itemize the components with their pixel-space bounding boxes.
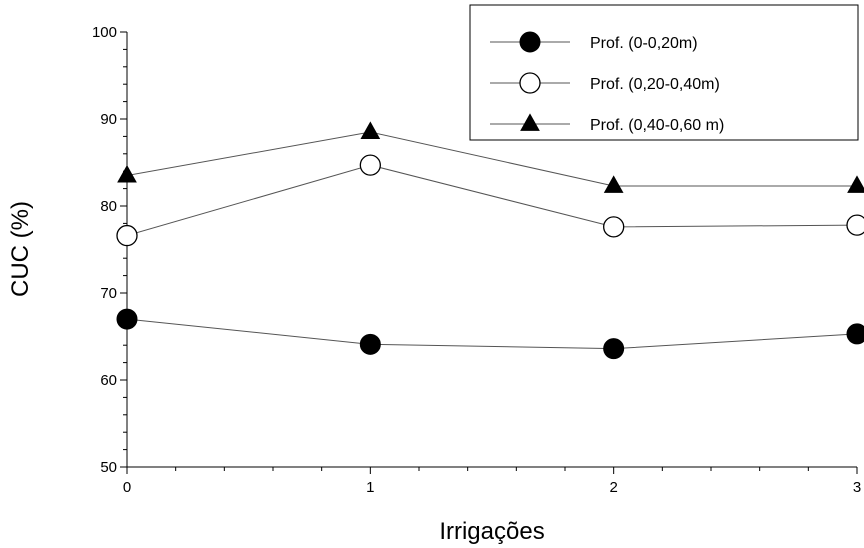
series-2 [116,154,864,247]
data-point [846,323,864,345]
data-point [846,214,864,236]
legend-box [469,4,859,141]
data-point [359,333,381,355]
data-point [117,164,137,183]
data-point [116,224,138,247]
data-point [116,308,138,330]
axes: 50 60 70 80 90 100 0 1 2 3 [92,24,861,496]
series-line [126,131,857,187]
series-line [126,318,858,350]
x-tick-label: 1 [366,479,374,496]
series-1 [116,308,864,360]
series-3 [117,121,864,193]
legend-label: Prof. (0,40-0,60 m) [590,117,724,134]
x-tick-label: 0 [123,479,131,496]
data-point [603,338,625,360]
data-point [360,121,381,139]
legend-label: Prof. (0-0,20m) [590,35,698,52]
y-axis-title: CUC (%) [7,201,34,297]
series-line [126,164,858,237]
y-tick-label: 50 [100,459,117,476]
legend: Prof. (0-0,20m) Prof. (0,20-0,40m) Prof. (… [469,4,859,141]
data-point [603,216,625,238]
y-tick-label: 60 [100,372,117,389]
y-tick-label: 70 [100,285,117,302]
data-point [359,154,381,176]
x-tick-label: 2 [609,479,617,496]
series-layer [116,121,864,360]
y-tick-label: 80 [100,198,117,215]
data-point [603,175,624,193]
data-point [847,175,864,193]
y-tick-label: 100 [92,24,117,41]
x-axis-title: Irrigações [439,518,544,545]
legend-label: Prof. (0,20-0,40m) [590,76,720,93]
x-tick-label: 3 [853,479,861,496]
legend-marker [519,72,541,94]
legend-marker [519,31,541,53]
legend-marker [520,113,540,131]
y-tick-label: 90 [100,111,117,128]
